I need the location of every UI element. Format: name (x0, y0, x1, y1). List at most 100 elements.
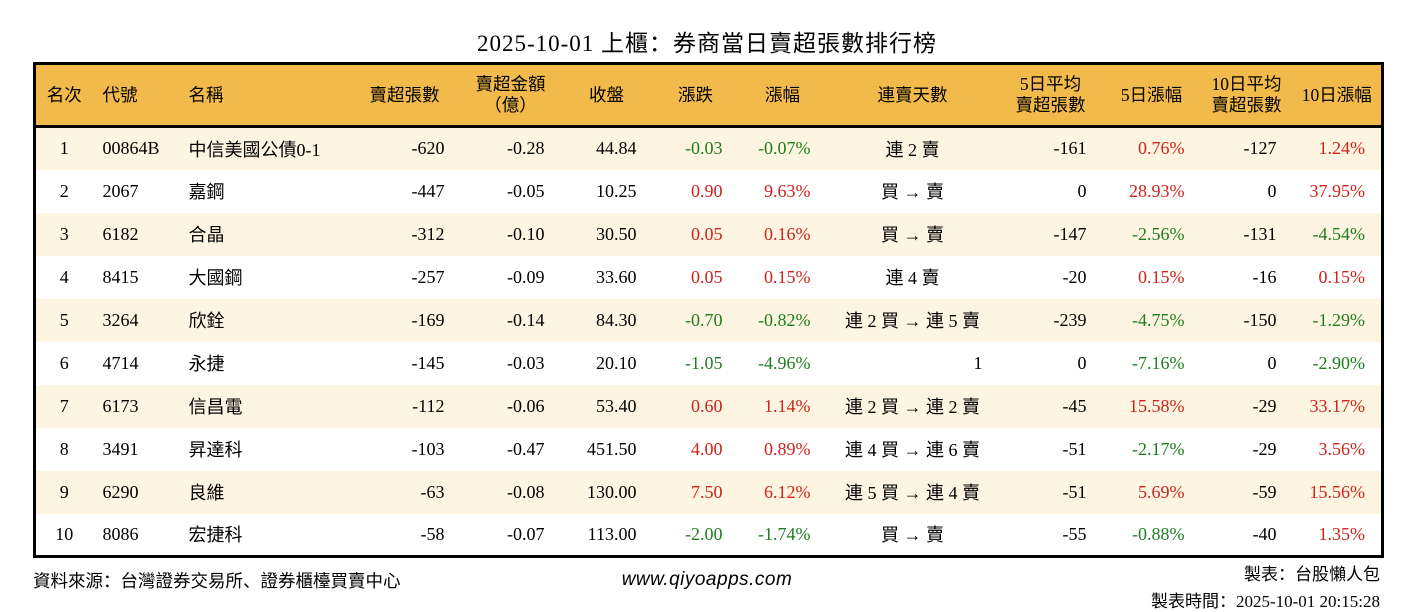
cell-code: 00864B (102, 138, 160, 159)
cell-sell_amt: -0.08 (507, 481, 545, 502)
cell-close: 113.00 (587, 523, 637, 544)
cell-pct10: 33.17% (1309, 395, 1366, 416)
cell-avg10: 0 (1267, 352, 1277, 373)
column-header-chg_pct: 漲幅 (738, 63, 827, 128)
cell-avg10: -127 (1243, 138, 1277, 159)
cell-code: 2067 (102, 180, 139, 201)
cell-rank: 8 (59, 438, 69, 459)
cell-streak: 買 → 賣 (881, 225, 944, 245)
cell-rank: 9 (59, 481, 69, 502)
table-row: 6 4714 永捷 -145 -0.03 20.10 -1.05 -4.96% 1 0 -7.16%… (34, 341, 1383, 385)
cell-sell_vol: -58 (420, 523, 445, 544)
cell-avg10: -131 (1243, 223, 1277, 244)
table-header: 名次 代號 名稱 賣超張數 賣超金額 （億） 收盤 漲跌 漲幅 連賣天數 5日平均 賣超張數 5日漲… (34, 63, 1383, 128)
column-header-avg5: 5日平均 賣超張數 (998, 63, 1103, 128)
column-header-avg10: 10日平均 賣超張數 (1200, 63, 1293, 128)
table-row: 8 3491 昇達科 -103 -0.47 451.50 4.00 0.89% 連 4 買 → … (34, 427, 1383, 471)
table-row: 10 8086 宏捷科 -58 -0.07 113.00 -2.00 -1.74% 買 → 賣 -… (34, 513, 1383, 557)
cell-chg: -0.70 (685, 309, 723, 330)
cell-chg_pct: 0.89% (764, 438, 811, 459)
column-header-sell_vol: 賣超張數 (348, 63, 461, 128)
cell-pct10: 1.24% (1318, 138, 1366, 159)
cell-avg5: -20 (1062, 266, 1087, 287)
cell-name: 合晶 (188, 225, 225, 245)
website-label: www.qiyoapps.com (621, 569, 793, 590)
cell-chg_pct: -0.82% (758, 309, 811, 330)
cell-name: 中信美國公債0-1 (188, 139, 321, 160)
cell-close: 451.50 (587, 438, 637, 459)
table-row: 5 3264 欣銓 -169 -0.14 84.30 -0.70 -0.82% 連 2 買 → … (34, 298, 1383, 342)
cell-close: 30.50 (596, 223, 637, 244)
cell-avg5: 0 (1077, 352, 1087, 373)
cell-pct5: -7.16% (1132, 352, 1185, 373)
cell-rank: 3 (59, 223, 69, 244)
cell-avg10: -59 (1252, 481, 1277, 502)
cell-streak: 買 → 賣 (881, 525, 944, 546)
cell-rank: 4 (59, 266, 69, 287)
column-header-streak: 連賣天數 (826, 63, 999, 128)
column-header-pct5: 5日漲幅 (1102, 63, 1201, 128)
credits: 製表：台股懶人包 製表時間：2025-10-01 20:15:28 (1151, 561, 1380, 612)
cell-chg_pct: 9.63% (764, 180, 811, 201)
table-row: 7 6173 信昌電 -112 -0.06 53.40 0.60 1.14% 連 2 買 → 連… (34, 384, 1383, 428)
cell-chg: 7.50 (691, 481, 723, 502)
cell-close: 20.10 (596, 352, 637, 373)
cell-streak: 連 5 買 → 連 4 賣 (845, 483, 980, 503)
cell-avg5: -239 (1053, 309, 1087, 330)
cell-avg5: -161 (1053, 138, 1087, 159)
cell-chg: 0.90 (691, 180, 723, 201)
cell-sell_amt: -0.07 (507, 523, 545, 544)
cell-avg10: -29 (1252, 395, 1277, 416)
cell-pct10: 0.15% (1318, 266, 1366, 287)
cell-avg5: -147 (1053, 223, 1087, 244)
cell-sell_vol: -312 (411, 223, 445, 244)
cell-sell_vol: -112 (412, 395, 445, 416)
cell-close: 44.84 (596, 138, 637, 159)
cell-streak: 連 4 賣 (885, 268, 940, 288)
ranking-table: 名次 代號 名稱 賣超張數 賣超金額 （億） 收盤 漲跌 漲幅 連賣天數 5日平均 賣超張數 5日漲… (33, 62, 1384, 558)
cell-pct5: -2.17% (1132, 438, 1185, 459)
cell-pct5: 0.15% (1138, 266, 1185, 287)
cell-streak: 連 2 買 → 連 2 賣 (845, 397, 980, 417)
cell-name: 宏捷科 (188, 525, 243, 546)
table-row: 9 6290 良維 -63 -0.08 130.00 7.50 6.12% 連 5 買 → 連 … (34, 470, 1383, 514)
cell-rank: 2 (59, 180, 69, 201)
cell-code: 6290 (102, 481, 139, 502)
cell-pct5: 28.93% (1129, 180, 1185, 201)
cell-chg_pct: 1.14% (764, 395, 811, 416)
cell-avg10: -16 (1252, 266, 1277, 287)
cell-close: 53.40 (596, 395, 637, 416)
table-header-row: 名次 代號 名稱 賣超張數 賣超金額 （億） 收盤 漲跌 漲幅 連賣天數 5日平均 賣超張數 5日漲… (34, 63, 1383, 128)
cell-name: 永捷 (188, 354, 225, 374)
cell-name: 大國鋼 (188, 268, 243, 288)
cell-pct10: -1.29% (1312, 309, 1366, 330)
table-row: 2 2067 嘉鋼 -447 -0.05 10.25 0.90 9.63% 買 → 賣 0 28.9… (34, 169, 1383, 213)
table-row: 4 8415 大國鋼 -257 -0.09 33.60 0.05 0.15% 連 4 賣 -20 0… (34, 255, 1383, 299)
cell-code: 8415 (102, 266, 139, 287)
cell-name: 欣銓 (188, 311, 225, 331)
cell-streak: 連 4 買 → 連 6 賣 (845, 440, 980, 460)
cell-chg: 4.00 (691, 438, 723, 459)
data-source-note: 資料來源：台灣證券交易所、證券櫃檯買賣中心 (33, 571, 401, 591)
cell-close: 84.30 (596, 309, 637, 330)
cell-sell_amt: -0.06 (507, 395, 545, 416)
cell-rank: 10 (55, 523, 74, 544)
cell-avg5: -55 (1062, 523, 1087, 544)
cell-rank: 6 (59, 352, 69, 373)
column-header-name: 名稱 (178, 63, 349, 128)
made-at-label: 製表時間：2025-10-01 20:15:28 (1150, 592, 1380, 612)
table-body: 1 00864B 中信美國公債0-1 -620 -0.28 44.84 -0.03 -0.07… (34, 126, 1383, 557)
table-row: 1 00864B 中信美國公債0-1 -620 -0.28 44.84 -0.03 -0.07… (34, 126, 1383, 170)
cell-code: 6173 (102, 395, 139, 416)
cell-pct5: -0.88% (1132, 523, 1185, 544)
cell-chg_pct: -4.96% (758, 352, 811, 373)
cell-sell_amt: -0.14 (507, 309, 545, 330)
cell-code: 3491 (102, 438, 139, 459)
cell-sell_amt: -0.10 (507, 223, 545, 244)
cell-pct10: 37.95% (1309, 180, 1366, 201)
cell-code: 6182 (102, 223, 139, 244)
cell-close: 33.60 (596, 266, 637, 287)
cell-close: 130.00 (587, 481, 637, 502)
cell-name: 信昌電 (188, 397, 243, 417)
